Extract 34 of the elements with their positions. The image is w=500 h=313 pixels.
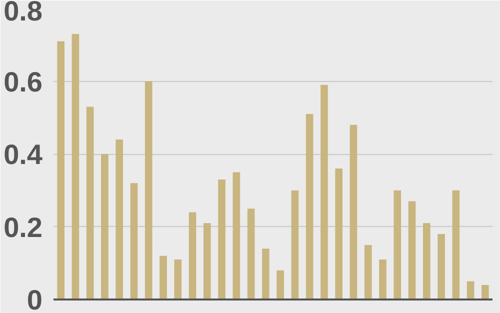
y-tick-label: 0 <box>26 284 43 313</box>
bar <box>350 124 358 300</box>
bar <box>422 223 430 300</box>
bar <box>306 114 314 300</box>
bar <box>160 256 167 300</box>
bar <box>379 259 386 300</box>
y-tick-label: 0.4 <box>4 139 43 170</box>
bar <box>262 248 270 300</box>
bar <box>144 81 152 300</box>
bar <box>276 270 284 300</box>
y-tick-label: 0.6 <box>4 66 43 98</box>
bar <box>218 179 226 300</box>
bar <box>130 183 138 300</box>
bar <box>174 259 182 300</box>
bar <box>188 212 196 300</box>
y-tick-label: 0.8 <box>4 0 43 26</box>
bar <box>408 201 416 300</box>
bar <box>291 190 299 300</box>
bar <box>247 208 255 300</box>
bar <box>364 244 372 300</box>
y-tick-label: 0.2 <box>4 212 43 243</box>
bar <box>101 154 108 300</box>
bar <box>394 190 402 300</box>
bar <box>86 106 94 300</box>
bar <box>482 284 489 300</box>
bar <box>452 190 460 300</box>
bar <box>438 234 445 300</box>
bar <box>57 41 64 300</box>
bar <box>116 139 124 300</box>
bar <box>232 172 240 300</box>
bar <box>320 84 328 300</box>
bar <box>72 34 80 300</box>
bar <box>203 223 211 300</box>
bar <box>335 168 343 300</box>
